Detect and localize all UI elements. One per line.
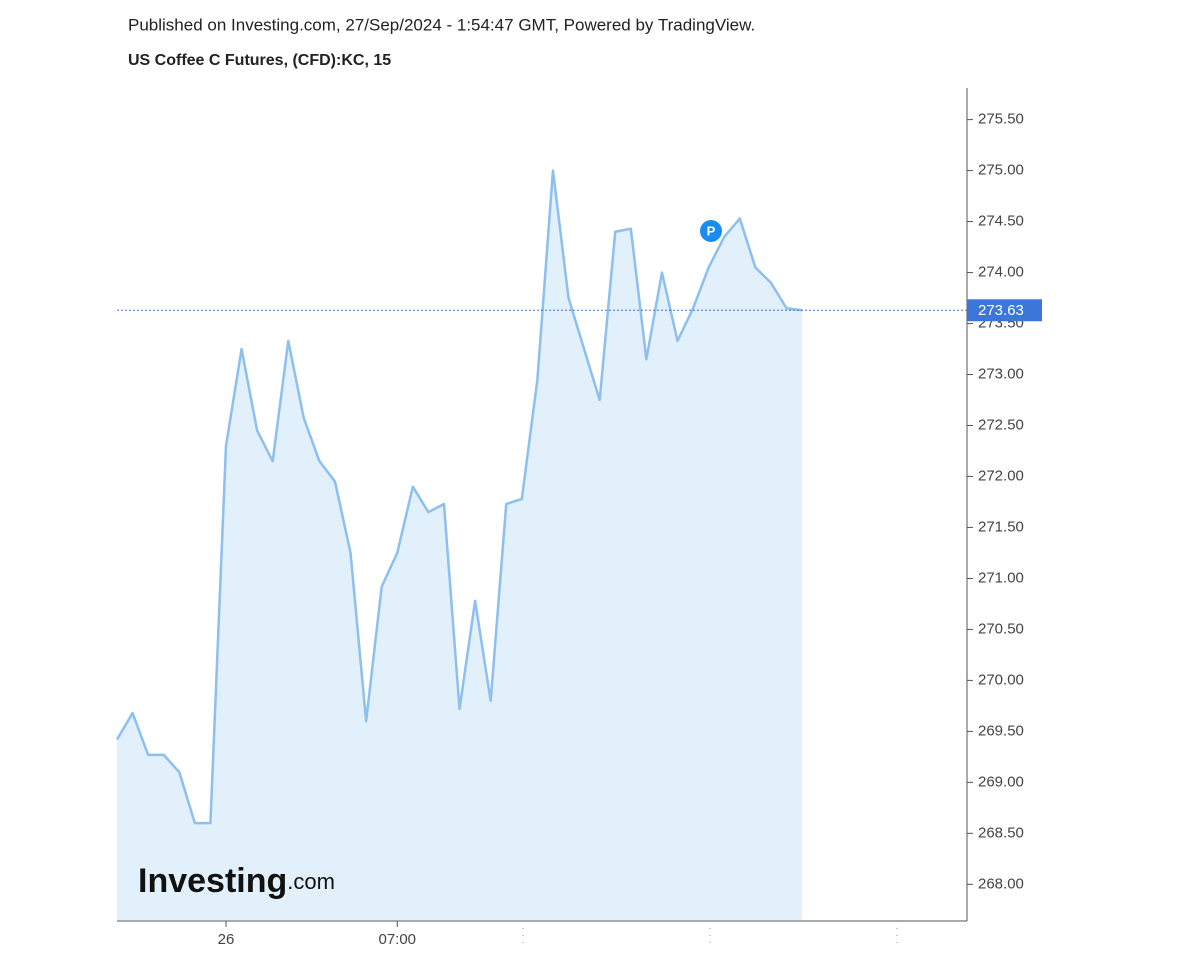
y-tick-label: 268.00 — [978, 875, 1024, 892]
area-fill — [117, 170, 803, 920]
y-tick-label: 275.00 — [978, 162, 1024, 179]
published-note: Published on Investing.com, 27/Sep/2024 … — [128, 15, 755, 34]
y-tick-label: 269.50 — [978, 722, 1024, 739]
y-tick-label: 269.00 — [978, 773, 1024, 790]
logo: Investing.com — [138, 862, 335, 900]
y-tick-label: 275.50 — [978, 111, 1024, 128]
marker-icon[interactable] — [700, 220, 722, 242]
y-tick-label: 270.50 — [978, 620, 1024, 637]
y-tick-label: 270.00 — [978, 671, 1024, 688]
plot — [115, 169, 803, 920]
chart-title: US Coffee C Futures, (CFD):KC, 15 — [128, 52, 391, 69]
x-tick-label: 26 — [218, 931, 235, 948]
y-tick-label: 274.00 — [978, 264, 1024, 281]
logo-suffix: .com — [287, 869, 335, 894]
last-price-label: 273.63 — [978, 302, 1024, 319]
y-tick-label: 272.50 — [978, 416, 1024, 433]
price-line — [115, 169, 803, 825]
marker-label: P — [707, 223, 716, 238]
x-tick-label: 07:00 — [378, 931, 416, 948]
y-tick-label: 272.00 — [978, 467, 1024, 484]
y-tick-label: 274.50 — [978, 213, 1024, 230]
y-tick-label: 268.50 — [978, 824, 1024, 841]
y-tick-label: 271.00 — [978, 569, 1024, 586]
logo-main: Investing — [138, 862, 287, 900]
last-price-tag — [967, 299, 1042, 322]
y-tick-label: 271.50 — [978, 518, 1024, 535]
y-tick-label: 273.00 — [978, 365, 1024, 382]
